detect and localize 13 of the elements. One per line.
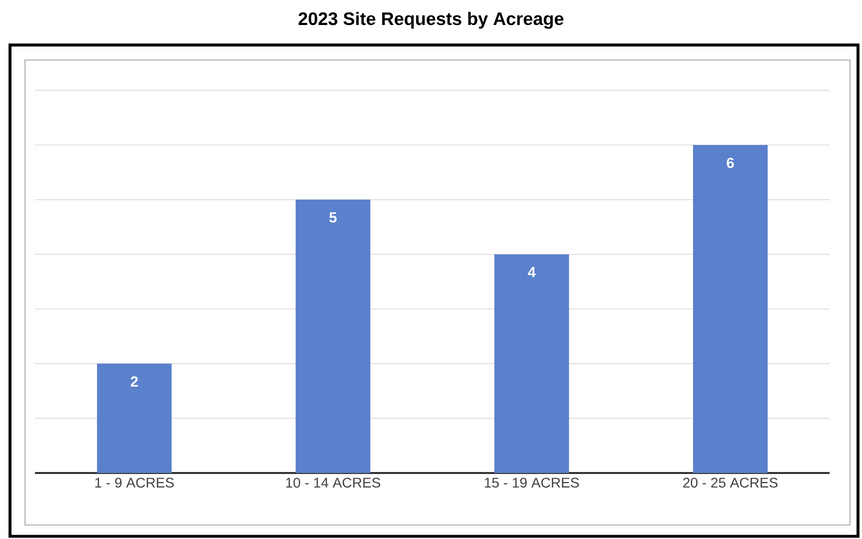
data-label: 2 bbox=[130, 376, 138, 387]
bar bbox=[296, 200, 370, 473]
chart-title: 2023 Site Requests by Acreage bbox=[298, 12, 564, 29]
bar bbox=[97, 364, 172, 473]
data-label: 4 bbox=[528, 267, 536, 278]
data-label: 5 bbox=[329, 212, 337, 223]
bar bbox=[494, 254, 570, 473]
bar bbox=[693, 145, 768, 473]
x-tick-label: 10 - 14 ACRES bbox=[286, 478, 380, 488]
x-tick-label: 20 - 25 ACRES bbox=[683, 478, 778, 488]
data-label: 6 bbox=[726, 158, 734, 168]
x-tick-label: 15 - 19 ACRES bbox=[484, 478, 579, 488]
x-tick-label: 1 - 9 ACRES bbox=[95, 478, 174, 488]
